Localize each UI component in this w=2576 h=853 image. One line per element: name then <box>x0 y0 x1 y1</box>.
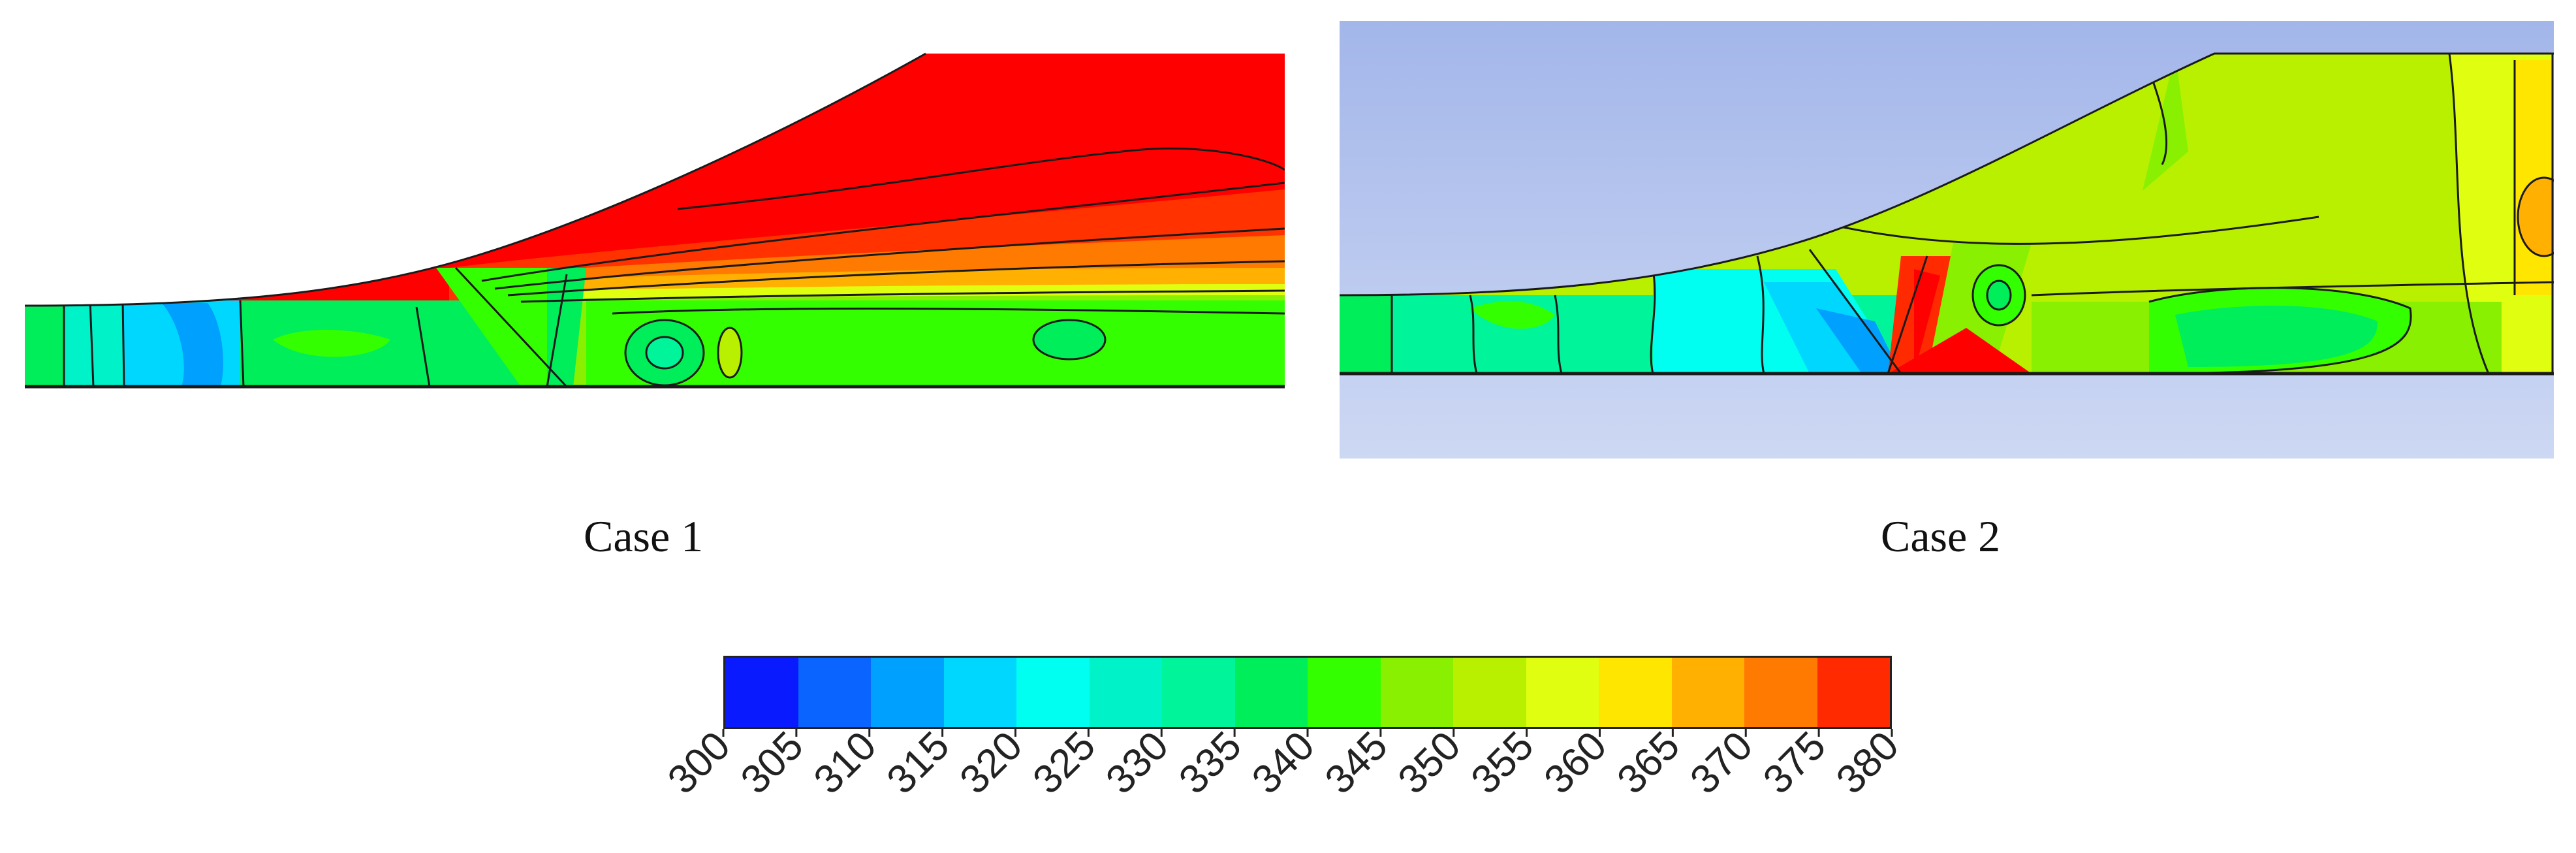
colorbar-swatch-320-325 <box>1016 658 1090 727</box>
case1-temperature-contour <box>25 52 1285 389</box>
colorbar-tick-label: 365 <box>1609 723 1688 803</box>
colorbar-swatch-335-340 <box>1234 658 1308 727</box>
colorbar-swatch-360-365 <box>1599 658 1672 727</box>
colorbar-swatch-300-305 <box>725 658 798 727</box>
colorbar-tick-label: 360 <box>1535 723 1615 803</box>
colorbar-tick-label: 300 <box>659 723 739 803</box>
colorbar-swatch-370-375 <box>1744 658 1817 727</box>
colorbar-tick-label: 350 <box>1390 723 1469 803</box>
colorbar-swatch-365-370 <box>1671 658 1744 727</box>
colorbar-tick-label: 320 <box>951 723 1031 803</box>
colorbar-swatch-340-345 <box>1308 658 1381 727</box>
temperature-colorbar <box>723 656 1892 729</box>
colorbar-tick-label: 315 <box>879 723 958 803</box>
colorbar-tick-label: 355 <box>1463 723 1543 803</box>
case1-caption: Case 1 <box>584 511 704 561</box>
colorbar-swatch-330-335 <box>1162 658 1235 727</box>
colorbar-tick-label: 325 <box>1024 723 1104 803</box>
colorbar-tick-label: 375 <box>1755 723 1834 803</box>
colorbar-tick-label: 380 <box>1828 723 1908 803</box>
colorbar-swatch-355-360 <box>1526 658 1599 727</box>
colorbar-tick-label: 310 <box>806 723 885 803</box>
colorbar-swatch-310-315 <box>871 658 944 727</box>
case2-caption: Case 2 <box>1881 511 2001 561</box>
colorbar-swatch-345-350 <box>1380 658 1453 727</box>
colorbar-tick-label: 330 <box>1097 723 1177 803</box>
colorbar-swatch-305-310 <box>798 658 871 727</box>
colorbar-tick-label: 345 <box>1317 723 1396 803</box>
colorbar-tick-label: 340 <box>1244 723 1323 803</box>
case2-temperature-contour <box>1340 21 2554 459</box>
colorbar-swatch-350-355 <box>1453 658 1526 727</box>
colorbar-tick-label: 305 <box>732 723 812 803</box>
colorbar-tick-label: 335 <box>1170 723 1250 803</box>
colorbar-tick-label: 370 <box>1682 723 1761 803</box>
colorbar-swatch-315-320 <box>943 658 1016 727</box>
colorbar-swatch-325-330 <box>1089 658 1162 727</box>
colorbar-swatch-375-380 <box>1817 658 1890 727</box>
